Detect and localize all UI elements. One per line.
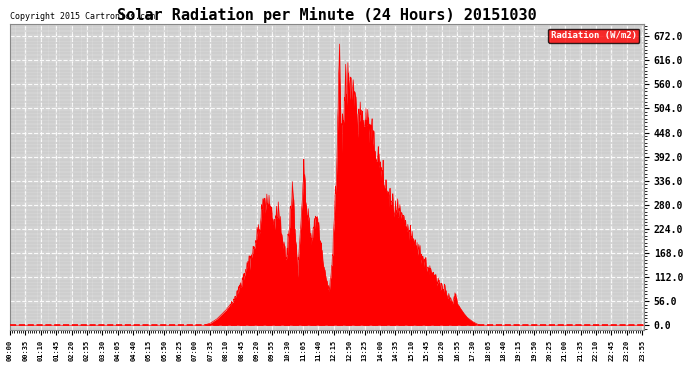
Text: Copyright 2015 Cartronics.com: Copyright 2015 Cartronics.com <box>10 12 155 21</box>
Title: Solar Radiation per Minute (24 Hours) 20151030: Solar Radiation per Minute (24 Hours) 20… <box>117 7 537 23</box>
Legend: Radiation (W/m2): Radiation (W/m2) <box>548 28 640 43</box>
